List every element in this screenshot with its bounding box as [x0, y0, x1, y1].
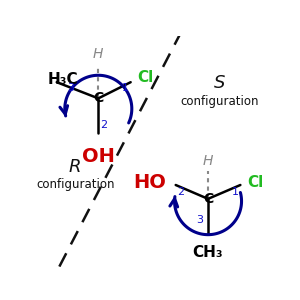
Text: C: C [203, 192, 213, 206]
Text: S: S [214, 74, 225, 92]
Text: Cl: Cl [247, 175, 264, 190]
Text: 3: 3 [196, 214, 203, 225]
Text: 2: 2 [177, 187, 184, 197]
Text: H: H [203, 154, 213, 168]
Text: 3: 3 [67, 83, 74, 93]
Text: configuration: configuration [36, 178, 115, 191]
Text: H₃C: H₃C [47, 72, 78, 87]
Text: 2: 2 [100, 120, 108, 130]
Text: HO: HO [134, 173, 166, 192]
Text: R: R [69, 158, 82, 175]
Text: OH: OH [82, 147, 115, 166]
Text: H: H [93, 47, 104, 61]
Text: configuration: configuration [180, 95, 259, 108]
Text: C: C [93, 92, 103, 105]
Text: 1: 1 [122, 83, 128, 93]
Text: CH₃: CH₃ [193, 245, 223, 260]
Text: Cl: Cl [138, 70, 154, 85]
Text: 1: 1 [232, 187, 239, 197]
